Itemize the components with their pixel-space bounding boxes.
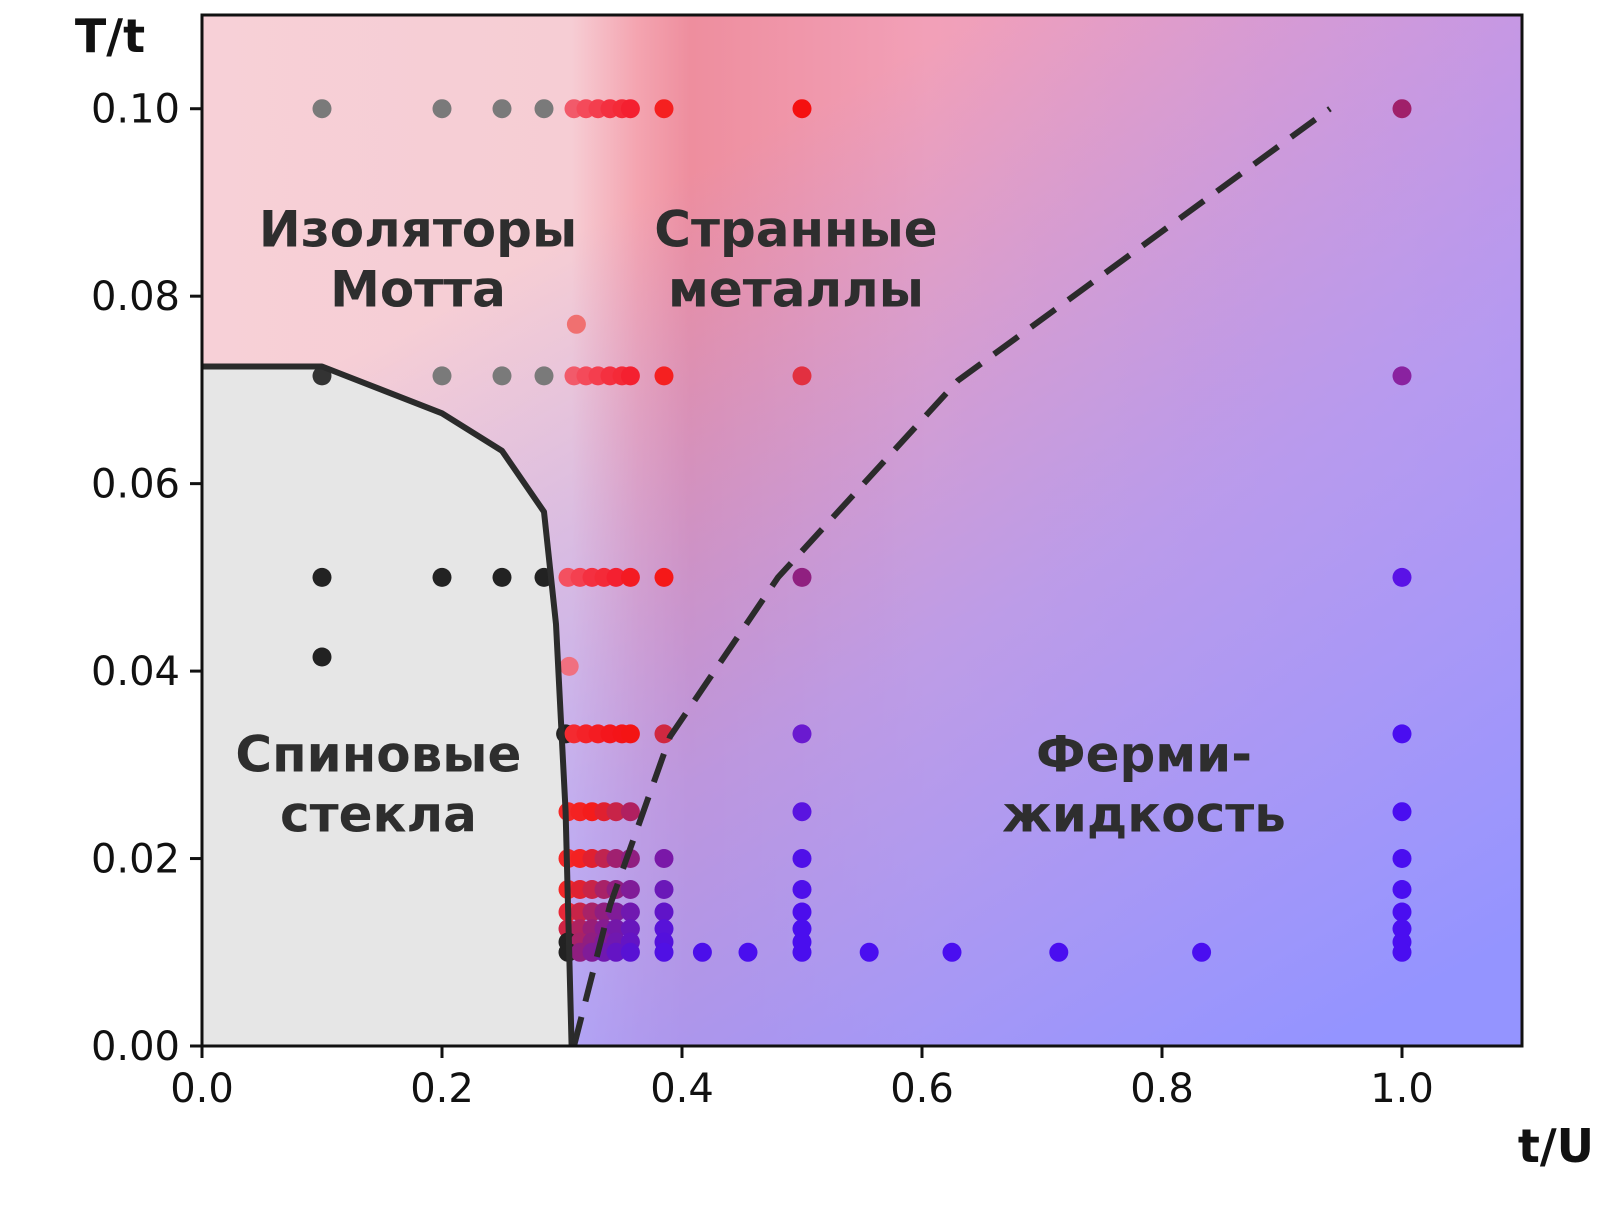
data-point xyxy=(432,366,452,386)
data-point xyxy=(654,99,674,119)
data-point xyxy=(942,942,962,962)
data-point xyxy=(620,919,640,939)
spin-glass-boundary-line xyxy=(202,363,575,1047)
x-axis: 0.0 0.2 0.4 0.6 0.8 1.0 xyxy=(170,1046,1434,1112)
data-point xyxy=(654,902,674,922)
data-point xyxy=(1392,902,1412,922)
y-tick-label: 0.10 xyxy=(91,87,180,133)
x-tick-label: 0.2 xyxy=(410,1066,474,1112)
x-tick-label: 0.4 xyxy=(650,1066,714,1112)
data-point xyxy=(534,99,554,119)
region-label: Ферми-жидкость xyxy=(1002,726,1286,844)
data-point xyxy=(792,802,812,822)
data-point xyxy=(1392,99,1412,119)
data-point xyxy=(654,366,674,386)
data-point xyxy=(566,314,586,334)
data-point xyxy=(792,99,812,119)
data-point xyxy=(606,802,626,822)
data-point xyxy=(654,942,674,962)
data-point xyxy=(606,919,626,939)
data-point xyxy=(1392,849,1412,868)
data-point xyxy=(1392,567,1412,587)
data-point xyxy=(1392,724,1412,744)
region-label-line: жидкость xyxy=(1002,786,1286,844)
data-point xyxy=(792,880,812,899)
data-point xyxy=(1392,942,1412,962)
data-point xyxy=(792,849,812,868)
data-point xyxy=(312,647,332,667)
data-point xyxy=(620,942,640,962)
data-point xyxy=(492,366,512,386)
region-label-line: Спиновые xyxy=(235,726,521,784)
data-point xyxy=(620,880,640,899)
data-point xyxy=(534,366,554,386)
y-axis: 0.00 0.02 0.04 0.06 0.08 0.10 xyxy=(91,87,202,1070)
data-point xyxy=(859,942,879,962)
y-axis-title: T/t xyxy=(75,9,145,63)
data-point xyxy=(492,567,512,587)
data-point xyxy=(620,366,640,386)
region-label-line: Мотта xyxy=(330,261,506,319)
region-label-line: Изоляторы xyxy=(259,201,577,259)
y-tick-label: 0.08 xyxy=(91,274,180,320)
data-point xyxy=(620,802,640,822)
x-axis-title: t/U xyxy=(1518,1119,1594,1173)
data-point xyxy=(1192,942,1212,962)
x-tick-label: 0.8 xyxy=(1130,1066,1194,1112)
plot-background xyxy=(202,15,1522,1046)
data-point xyxy=(654,567,674,587)
data-point xyxy=(792,902,812,922)
data-point xyxy=(654,919,674,939)
data-point xyxy=(1392,802,1412,822)
data-point xyxy=(312,567,332,587)
plot-frame xyxy=(200,13,1524,1048)
data-point xyxy=(792,942,812,962)
data-point xyxy=(620,724,640,744)
data-point xyxy=(792,567,812,587)
data-point xyxy=(432,99,452,119)
data-point xyxy=(792,366,812,386)
y-tick-label: 0.00 xyxy=(91,1024,180,1070)
data-point xyxy=(620,99,640,119)
region-label: Странные металлы xyxy=(654,201,937,319)
data-point xyxy=(606,567,626,587)
y-tick-label: 0.02 xyxy=(91,837,180,883)
region-label-line: Ферми- xyxy=(1036,726,1252,784)
data-point xyxy=(738,942,758,962)
region-label: Спиновые стекла xyxy=(235,726,521,844)
x-tick-label: 0.6 xyxy=(890,1066,954,1112)
data-point xyxy=(1392,880,1412,899)
data-point xyxy=(654,880,674,899)
data-point xyxy=(492,99,512,119)
y-tick-label: 0.04 xyxy=(91,649,180,695)
data-point xyxy=(1049,942,1069,962)
data-point xyxy=(692,942,712,962)
x-tick-label: 1.0 xyxy=(1370,1066,1434,1112)
data-point xyxy=(1392,366,1412,386)
data-point xyxy=(792,919,812,939)
data-point xyxy=(620,902,640,922)
crossover-dashed-line xyxy=(571,106,1332,1047)
data-point xyxy=(559,656,579,676)
data-point xyxy=(654,849,674,868)
region-labels: Изоляторы Мотта Странные металлы Спиновые сте… xyxy=(235,201,1285,844)
data-point xyxy=(654,724,674,744)
data-point xyxy=(1392,919,1412,939)
region-label-line: металлы xyxy=(668,261,924,319)
data-point xyxy=(620,567,640,587)
data-point xyxy=(312,99,332,119)
data-point xyxy=(606,849,626,868)
region-label-line: Странные xyxy=(654,201,937,259)
data-point xyxy=(792,724,812,744)
data-point xyxy=(606,942,626,962)
region-label: Изоляторы Мотта xyxy=(259,201,577,319)
data-point xyxy=(432,567,452,587)
region-label-line: стекла xyxy=(280,786,477,844)
spin-glass-region xyxy=(202,366,572,1046)
x-tick-label: 0.0 xyxy=(170,1066,234,1112)
y-tick-label: 0.06 xyxy=(91,462,180,508)
